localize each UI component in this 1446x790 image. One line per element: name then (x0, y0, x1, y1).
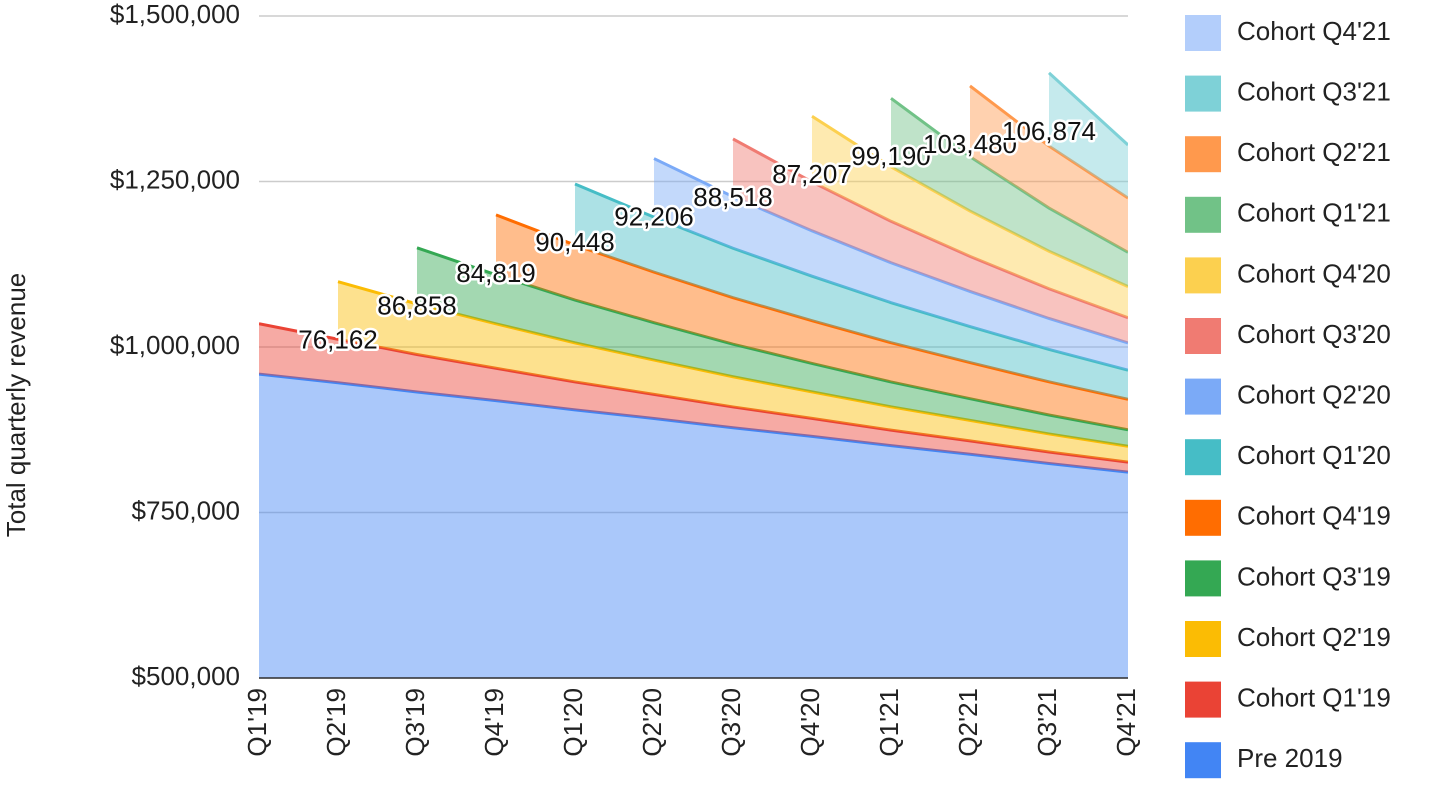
legend-swatch (1185, 136, 1221, 173)
legend-label: Pre 2019 (1237, 743, 1343, 773)
y-tick-label: $750,000 (132, 495, 240, 525)
legend-label: Cohort Q2'19 (1237, 622, 1391, 652)
x-tick-label: Q4'19 (479, 688, 509, 757)
legend-label: Cohort Q1'19 (1237, 682, 1391, 712)
area-line (890, 97, 1128, 254)
y-tick-label: $500,000 (132, 661, 240, 691)
x-tick-label: Q3'20 (716, 688, 746, 757)
legend-label: Cohort Q3'19 (1237, 561, 1391, 591)
data-label: 103,480 (923, 129, 1017, 159)
x-tick-label: Q2'21 (953, 688, 983, 757)
area-band (259, 323, 1128, 473)
area-band (970, 85, 1128, 253)
data-label: 90,448 (535, 227, 615, 257)
area-band (496, 214, 1128, 430)
area-line (574, 182, 1128, 372)
x-tick-label: Q3'19 (400, 688, 430, 757)
area-band (417, 247, 1128, 447)
x-tick-label: Q3'21 (1032, 688, 1062, 757)
legend-swatch (1185, 621, 1221, 657)
plot-area (259, 71, 1128, 678)
legend-swatch (1185, 499, 1221, 536)
legend-swatch (1185, 257, 1221, 294)
y-tick-label: $1,500,000 (110, 0, 240, 29)
area-band (654, 158, 1128, 371)
legend-swatch (1185, 681, 1221, 718)
legend-label: Cohort Q1'20 (1237, 440, 1391, 470)
area-line (259, 322, 1128, 464)
legend-swatch (1185, 196, 1221, 233)
x-tick-label: Q1'20 (558, 688, 588, 757)
data-label: 84,819 (456, 258, 536, 288)
data-label: 106,874 (1002, 116, 1096, 146)
legend-swatch (1185, 15, 1221, 51)
data-label: 87,207 (772, 159, 852, 189)
legend-swatch (1185, 560, 1221, 597)
area-band (812, 116, 1128, 318)
area-band (259, 374, 1128, 678)
area-line (1047, 71, 1128, 147)
legend-swatch (1185, 378, 1221, 415)
area-line (969, 84, 1128, 200)
x-tick-label: Q4'20 (795, 688, 825, 757)
legend-label: Cohort Q3'20 (1237, 319, 1391, 349)
y-tick-label: $1,000,000 (110, 330, 240, 360)
data-label: 88,518 (693, 182, 773, 212)
legend-label: Cohort Q4'20 (1237, 258, 1391, 288)
area-line (495, 213, 1128, 401)
x-tick-label: Q1'21 (874, 688, 904, 757)
y-tick-label: $1,250,000 (110, 164, 240, 194)
x-tick-label: Q2'20 (637, 688, 667, 757)
x-tick-label: Q4'21 (1111, 688, 1141, 757)
legend-swatch (1185, 75, 1221, 112)
legend-label: Cohort Q4'21 (1237, 16, 1391, 46)
legend-swatch (1185, 318, 1221, 354)
area-band (338, 281, 1128, 463)
legend-swatch (1185, 439, 1221, 476)
area-line (337, 280, 1128, 448)
x-tick-label: Q2'19 (321, 688, 351, 757)
legend-label: Cohort Q3'21 (1237, 76, 1391, 106)
area-line (259, 372, 1128, 474)
data-label: 92,206 (614, 201, 694, 231)
legend-swatch (1185, 742, 1221, 779)
x-tick-label: Q1'19 (242, 688, 272, 757)
legend-label: Cohort Q2'20 (1237, 379, 1391, 409)
y-axis-label: Total quarterly revenue (1, 273, 31, 537)
legend-label: Cohort Q2'21 (1237, 137, 1391, 167)
legend-label: Cohort Q4'19 (1237, 501, 1391, 531)
data-label: 76,162 (298, 325, 378, 355)
data-label: 86,858 (377, 291, 457, 321)
area-band (733, 138, 1128, 343)
area-line (416, 246, 1128, 432)
data-label: 99,190 (851, 141, 931, 171)
area-band (575, 184, 1128, 400)
area-line (732, 137, 1128, 320)
area-line (653, 157, 1128, 345)
legend-label: Cohort Q1'21 (1237, 198, 1391, 228)
area-line (811, 114, 1128, 288)
area-band (891, 98, 1128, 287)
area-band (1049, 72, 1128, 198)
